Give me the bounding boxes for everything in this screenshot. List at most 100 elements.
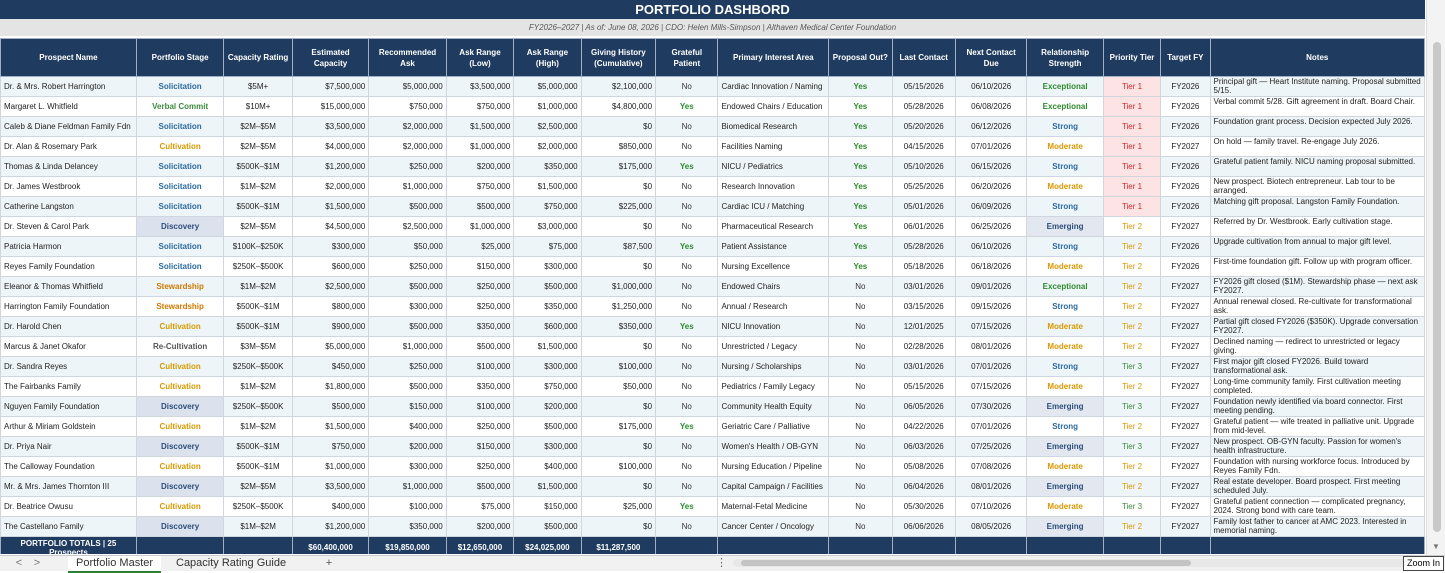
cell-prospect-name[interactable]: Arthur & Miriam Goldstein [0,416,137,437]
cell-capacity-rating[interactable]: $500K–$1M [223,436,293,457]
cell-grateful-patient[interactable]: No [655,196,719,217]
cell-capacity-rating[interactable]: $100K–$250K [223,236,293,257]
cell-grateful-patient[interactable]: Yes [655,96,719,117]
cell-next-contact-due[interactable]: 06/10/2026 [954,236,1028,257]
cell-ask-low[interactable]: $200,000 [445,516,515,537]
cell-ask-high[interactable]: $750,000 [513,376,582,397]
cell-priority-tier[interactable]: Tier 1 [1102,196,1162,217]
cell-capacity-rating[interactable]: $1M–$2M [223,516,293,537]
cell-notes[interactable]: FY2026 gift closed ($1M). Stewardship ph… [1209,276,1425,297]
cell-portfolio-stage[interactable]: Cultivation [135,136,225,157]
cell-capacity-rating[interactable]: $500K–$1M [223,456,293,477]
totals-empty[interactable] [223,536,293,554]
cell-ask-low[interactable]: $25,000 [445,236,515,257]
totals-ask-low[interactable]: $12,650,000 [445,536,515,554]
cell-estimated-capacity[interactable]: $2,000,000 [291,176,370,197]
cell-prospect-name[interactable]: The Calloway Foundation [0,456,137,477]
cell-prospect-name[interactable]: Dr. & Mrs. Robert Harrington [0,76,137,97]
cell-next-contact-due[interactable]: 07/25/2026 [954,436,1028,457]
cell-ask-high[interactable]: $500,000 [513,276,582,297]
cell-next-contact-due[interactable]: 06/25/2026 [954,216,1028,237]
cell-last-contact[interactable]: 05/15/2026 [891,376,956,397]
cell-giving-history[interactable]: $100,000 [580,356,657,377]
cell-relationship-strength[interactable]: Emerging [1026,216,1104,237]
cell-ask-low[interactable]: $500,000 [445,336,515,357]
cell-proposal-out[interactable]: No [828,416,893,437]
cell-primary-interest[interactable]: Maternal-Fetal Medicine [717,496,830,517]
cell-giving-history[interactable]: $0 [580,476,657,497]
cell-capacity-rating[interactable]: $1M–$2M [223,416,293,437]
cell-capacity-rating[interactable]: $2M–$5M [223,116,293,137]
cell-capacity-rating[interactable]: $250K–$500K [223,256,293,277]
cell-ask-low[interactable]: $350,000 [445,316,515,337]
cell-capacity-rating[interactable]: $500K–$1M [223,316,293,337]
cell-recommended-ask[interactable]: $250,000 [368,256,447,277]
cell-ask-low[interactable]: $250,000 [445,276,515,297]
cell-estimated-capacity[interactable]: $3,500,000 [291,476,370,497]
cell-prospect-name[interactable]: The Castellano Family [0,516,137,537]
cell-grateful-patient[interactable]: No [655,136,719,157]
cell-last-contact[interactable]: 05/20/2026 [891,116,956,137]
cell-primary-interest[interactable]: Biomedical Research [717,116,830,137]
cell-last-contact[interactable]: 05/30/2026 [891,496,956,517]
cell-prospect-name[interactable]: Caleb & Diane Feldman Family Fdn [0,116,137,137]
cell-giving-history[interactable]: $0 [580,436,657,457]
cell-priority-tier[interactable]: Tier 2 [1102,336,1162,357]
cell-primary-interest[interactable]: Pediatrics / Family Legacy [717,376,830,397]
totals-empty[interactable] [1209,536,1425,554]
cell-priority-tier[interactable]: Tier 1 [1102,116,1162,137]
cell-recommended-ask[interactable]: $1,000,000 [368,476,447,497]
column-header-capacity-rating[interactable]: Capacity Rating [223,38,293,77]
column-header-relationship-strength[interactable]: Relationship Strength [1026,38,1104,77]
cell-next-contact-due[interactable]: 06/10/2026 [954,76,1028,97]
cell-capacity-rating[interactable]: $1M–$2M [223,176,293,197]
cell-recommended-ask[interactable]: $1,000,000 [368,336,447,357]
tab-portfolio-master[interactable]: Portfolio Master [68,556,162,573]
cell-primary-interest[interactable]: Unrestricted / Legacy [717,336,830,357]
cell-target-fy[interactable]: FY2027 [1160,296,1211,317]
cell-last-contact[interactable]: 06/06/2026 [891,516,956,537]
cell-primary-interest[interactable]: Endowed Chairs [717,276,830,297]
cell-ask-low[interactable]: $1,500,000 [445,116,515,137]
totals-empty[interactable] [891,536,956,554]
cell-ask-low[interactable]: $250,000 [445,296,515,317]
totals-estimated-capacity[interactable]: $60,400,000 [291,536,370,554]
cell-grateful-patient[interactable]: No [655,176,719,197]
cell-last-contact[interactable]: 04/15/2026 [891,136,956,157]
cell-ask-high[interactable]: $75,000 [513,236,582,257]
cell-capacity-rating[interactable]: $1M–$2M [223,276,293,297]
cell-target-fy[interactable]: FY2027 [1160,456,1211,477]
cell-estimated-capacity[interactable]: $300,000 [291,236,370,257]
cell-target-fy[interactable]: FY2026 [1160,116,1211,137]
cell-proposal-out[interactable]: No [828,336,893,357]
cell-ask-low[interactable]: $150,000 [445,256,515,277]
cell-grateful-patient[interactable]: No [655,396,719,417]
cell-primary-interest[interactable]: Cancer Center / Oncology [717,516,830,537]
cell-priority-tier[interactable]: Tier 3 [1102,396,1162,417]
cell-grateful-patient[interactable]: Yes [655,496,719,517]
totals-ask-high[interactable]: $24,025,000 [513,536,582,554]
cell-notes[interactable]: Real estate developer. Board prospect. F… [1209,476,1425,497]
column-header-last-contact[interactable]: Last Contact [891,38,956,77]
cell-ask-high[interactable]: $150,000 [513,496,582,517]
cell-last-contact[interactable]: 02/28/2026 [891,336,956,357]
cell-prospect-name[interactable]: The Fairbanks Family [0,376,137,397]
cell-estimated-capacity[interactable]: $15,000,000 [291,96,370,117]
cell-ask-high[interactable]: $1,000,000 [513,96,582,117]
cell-estimated-capacity[interactable]: $1,800,000 [291,376,370,397]
cell-notes[interactable]: First-time foundation gift. Follow up wi… [1209,256,1425,277]
cell-portfolio-stage[interactable]: Solicitation [135,256,225,277]
cell-relationship-strength[interactable]: Emerging [1026,476,1104,497]
cell-grateful-patient[interactable]: No [655,336,719,357]
cell-target-fy[interactable]: FY2026 [1160,176,1211,197]
column-header-recommended-ask[interactable]: Recommended Ask [368,38,447,77]
cell-next-contact-due[interactable]: 08/05/2026 [954,516,1028,537]
cell-ask-low[interactable]: $250,000 [445,416,515,437]
next-sheet-icon[interactable]: > [33,557,41,569]
cell-recommended-ask[interactable]: $500,000 [368,196,447,217]
cell-primary-interest[interactable]: Nursing Education / Pipeline [717,456,830,477]
totals-empty[interactable] [1102,536,1162,554]
cell-notes[interactable]: Long-time community family. First cultiv… [1209,376,1425,397]
cell-notes[interactable]: Grateful patient connection — complicate… [1209,496,1425,517]
cell-portfolio-stage[interactable]: Discovery [135,396,225,417]
